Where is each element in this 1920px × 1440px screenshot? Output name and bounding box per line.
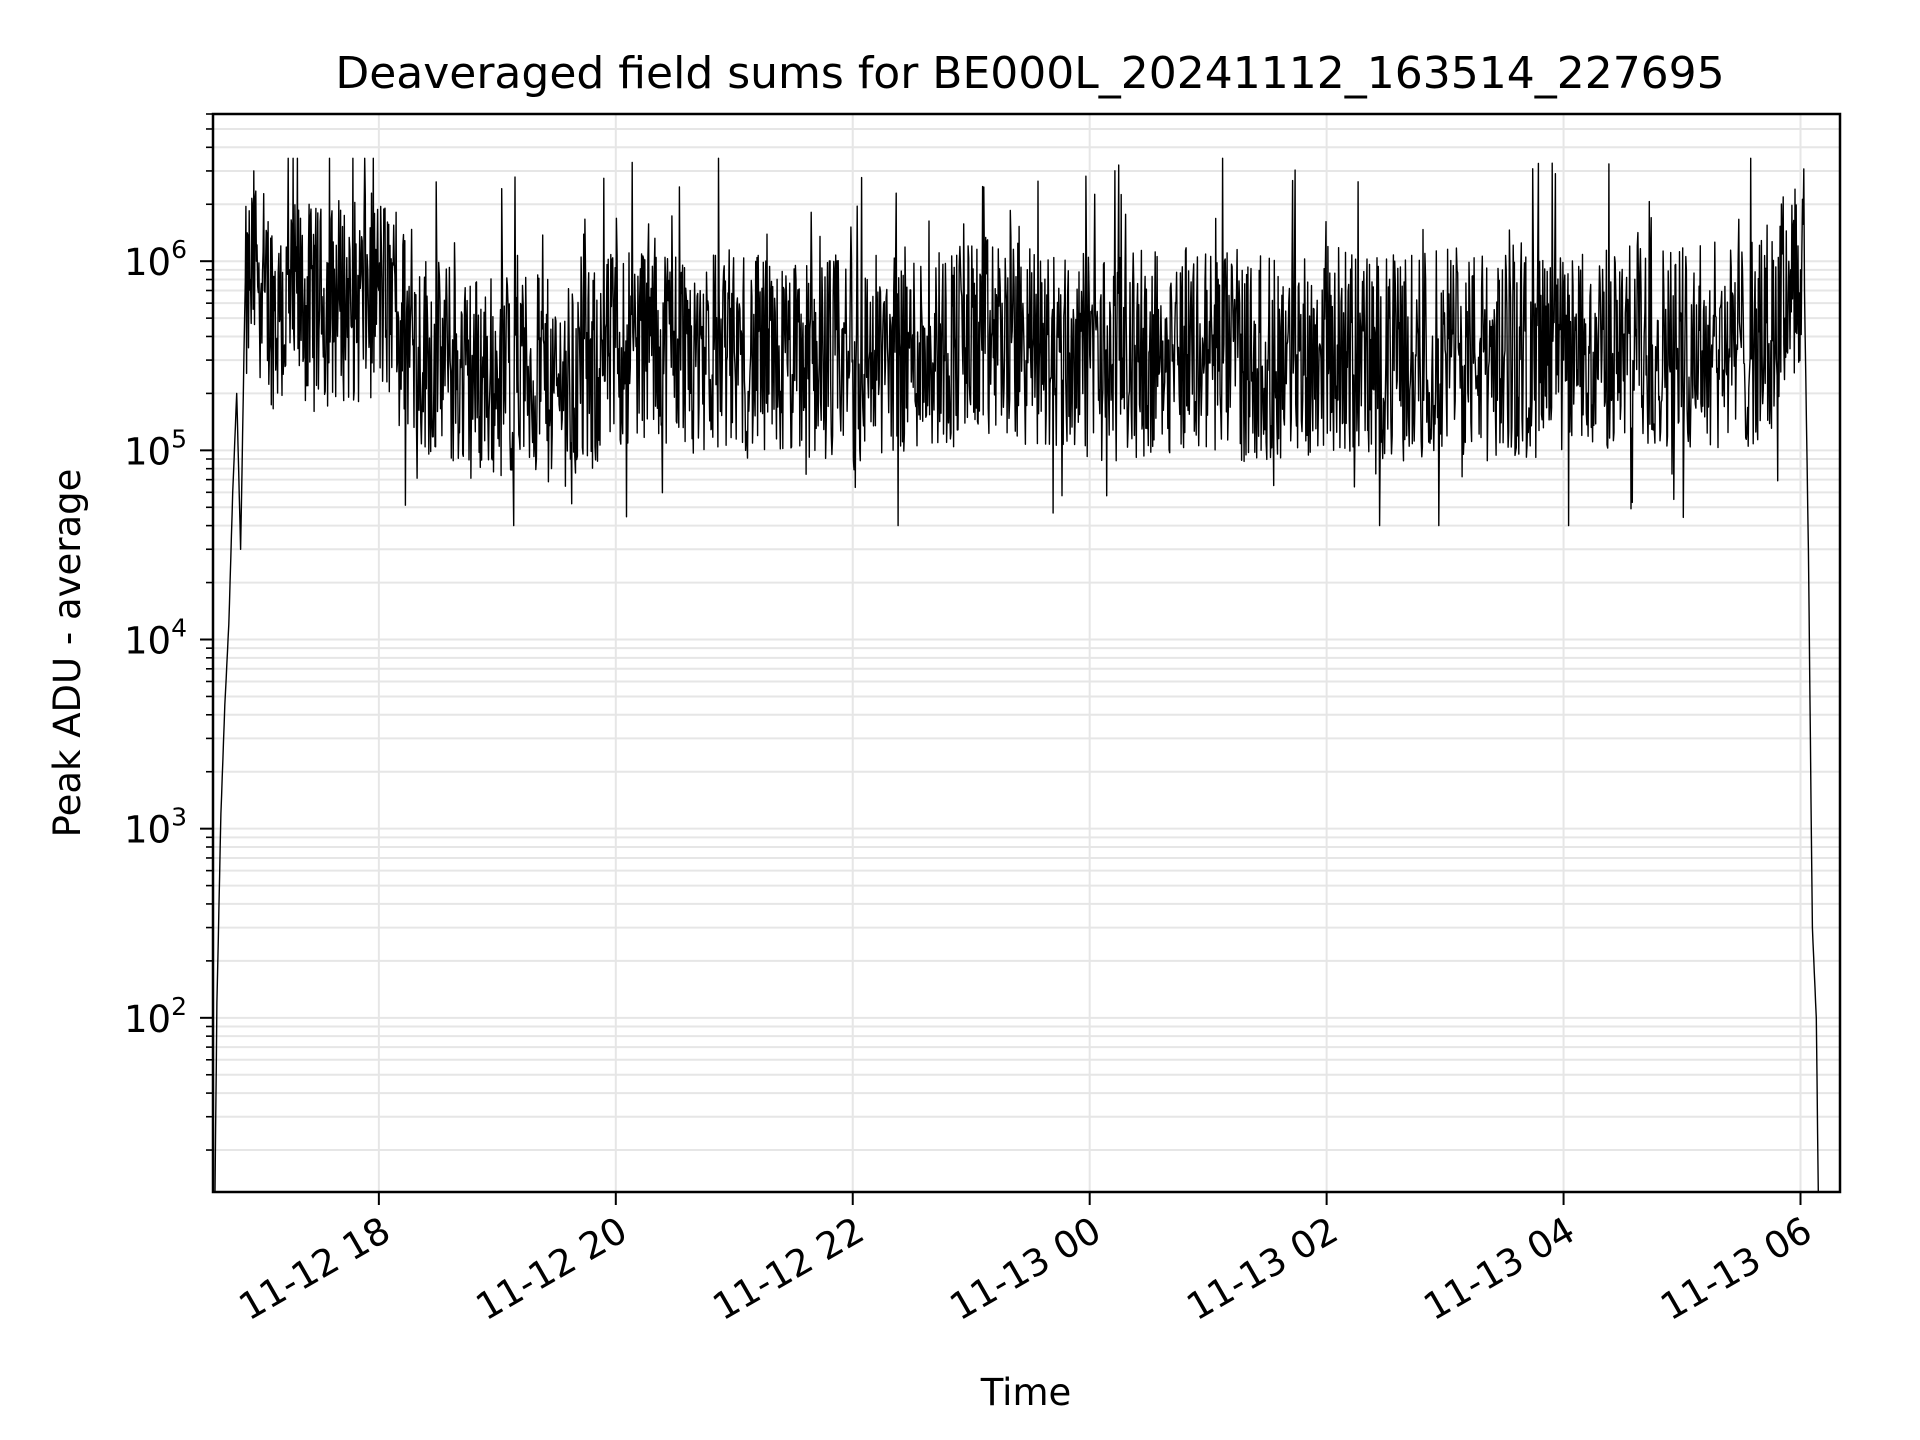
y-axis-label: Peak ADU - average — [46, 469, 89, 838]
y-tick-label: 103 — [124, 803, 187, 852]
chart-title: Deaveraged field sums for BE000L_2024111… — [335, 48, 1724, 99]
y-tick-label: 106 — [124, 235, 187, 284]
y-tick-label: 104 — [124, 614, 187, 663]
x-axis-label: Time — [980, 1371, 1072, 1414]
y-tick-label: 105 — [124, 424, 187, 473]
series-line — [214, 157, 1819, 1193]
plot-frame — [211, 112, 1842, 1194]
y-tick-label: 102 — [124, 992, 187, 1041]
y-axis-ticks: 102 103 104 105 106 — [124, 113, 213, 1151]
